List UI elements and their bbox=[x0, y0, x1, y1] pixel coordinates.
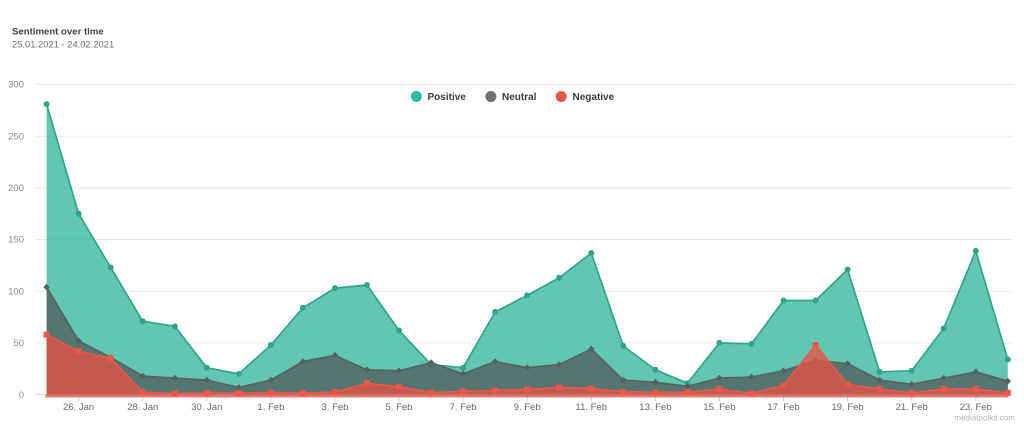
svg-text:23. Feb: 23. Feb bbox=[960, 402, 992, 413]
svg-text:mediatoolkit.com: mediatoolkit.com bbox=[954, 414, 1015, 423]
svg-text:0: 0 bbox=[19, 390, 24, 401]
svg-text:30. Jan: 30. Jan bbox=[191, 402, 222, 413]
svg-text:Neutral: Neutral bbox=[502, 92, 537, 103]
svg-text:Negative: Negative bbox=[573, 92, 615, 103]
svg-text:17. Feb: 17. Feb bbox=[767, 402, 799, 413]
svg-text:25.01.2021 - 24.02.2021: 25.01.2021 - 24.02.2021 bbox=[12, 39, 114, 50]
svg-text:11. Feb: 11. Feb bbox=[576, 402, 608, 413]
svg-text:15. Feb: 15. Feb bbox=[703, 402, 735, 413]
svg-text:28. Jan: 28. Jan bbox=[127, 402, 158, 413]
svg-text:21. Feb: 21. Feb bbox=[896, 402, 928, 413]
svg-text:9. Feb: 9. Feb bbox=[514, 402, 541, 413]
svg-text:7. Feb: 7. Feb bbox=[450, 402, 477, 413]
svg-text:3. Feb: 3. Feb bbox=[322, 402, 349, 413]
svg-text:250: 250 bbox=[8, 131, 24, 142]
svg-text:5. Feb: 5. Feb bbox=[386, 402, 413, 413]
svg-text:1. Feb: 1. Feb bbox=[257, 402, 284, 413]
svg-text:Positive: Positive bbox=[428, 92, 467, 103]
svg-text:Sentiment over time: Sentiment over time bbox=[12, 27, 104, 38]
svg-text:150: 150 bbox=[8, 235, 24, 246]
svg-text:100: 100 bbox=[8, 286, 24, 297]
svg-text:50: 50 bbox=[13, 338, 24, 349]
svg-text:26. Jan: 26. Jan bbox=[63, 402, 94, 413]
svg-text:300: 300 bbox=[8, 80, 24, 91]
svg-text:200: 200 bbox=[8, 183, 24, 194]
svg-text:13. Feb: 13. Feb bbox=[639, 402, 671, 413]
svg-text:19. Feb: 19. Feb bbox=[831, 402, 863, 413]
